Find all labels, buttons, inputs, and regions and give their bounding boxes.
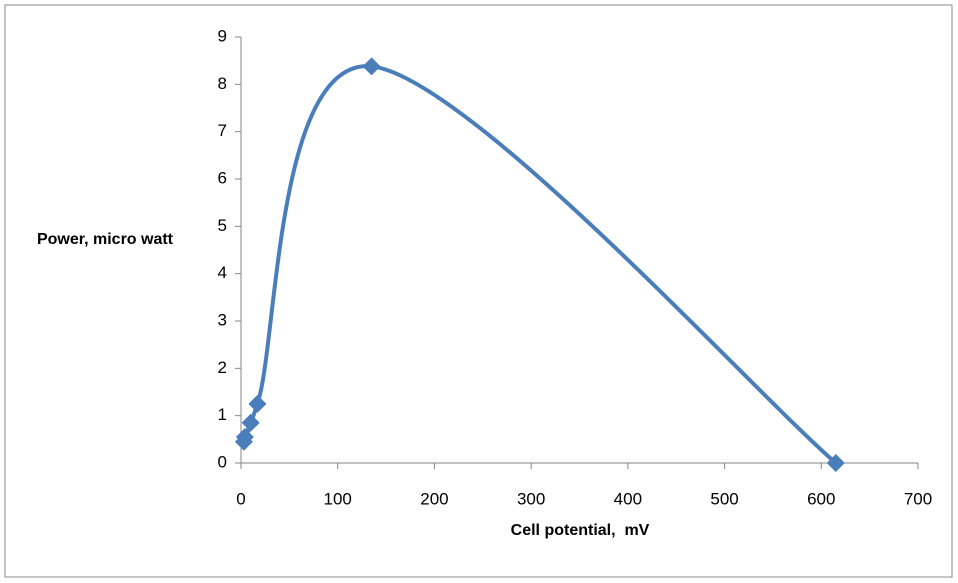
- marker: [826, 454, 845, 472]
- y-tick-label: 7: [218, 121, 227, 140]
- x-tick-label: 400: [614, 489, 642, 508]
- y-tick-label: 3: [218, 310, 227, 329]
- x-tick-label: 600: [807, 489, 835, 508]
- y-tick-label: 4: [218, 263, 227, 282]
- marker: [235, 427, 254, 446]
- y-tick-label: 6: [218, 168, 227, 187]
- y-tick-label: 5: [218, 216, 227, 235]
- marker: [362, 57, 381, 76]
- y-tick-label: 2: [218, 358, 227, 377]
- x-tick-label: 0: [236, 489, 245, 508]
- x-tick-label: 200: [420, 489, 448, 508]
- x-axis-label: Cell potential, mV: [510, 522, 650, 539]
- y-tick-label: 9: [218, 26, 227, 45]
- x-tick-label: 700: [904, 489, 932, 508]
- marker: [248, 394, 267, 413]
- y-tick-label: 1: [218, 405, 227, 424]
- x-tick-label: 300: [517, 489, 545, 508]
- y-axis-label: Power, micro watt: [36, 231, 174, 248]
- x-tick-label: 100: [324, 489, 352, 508]
- chart-frame: [4, 4, 953, 578]
- y-tick-label: 8: [218, 74, 227, 93]
- x-tick-label: 500: [710, 489, 738, 508]
- marker: [241, 413, 260, 432]
- y-tick-label: 0: [218, 452, 227, 471]
